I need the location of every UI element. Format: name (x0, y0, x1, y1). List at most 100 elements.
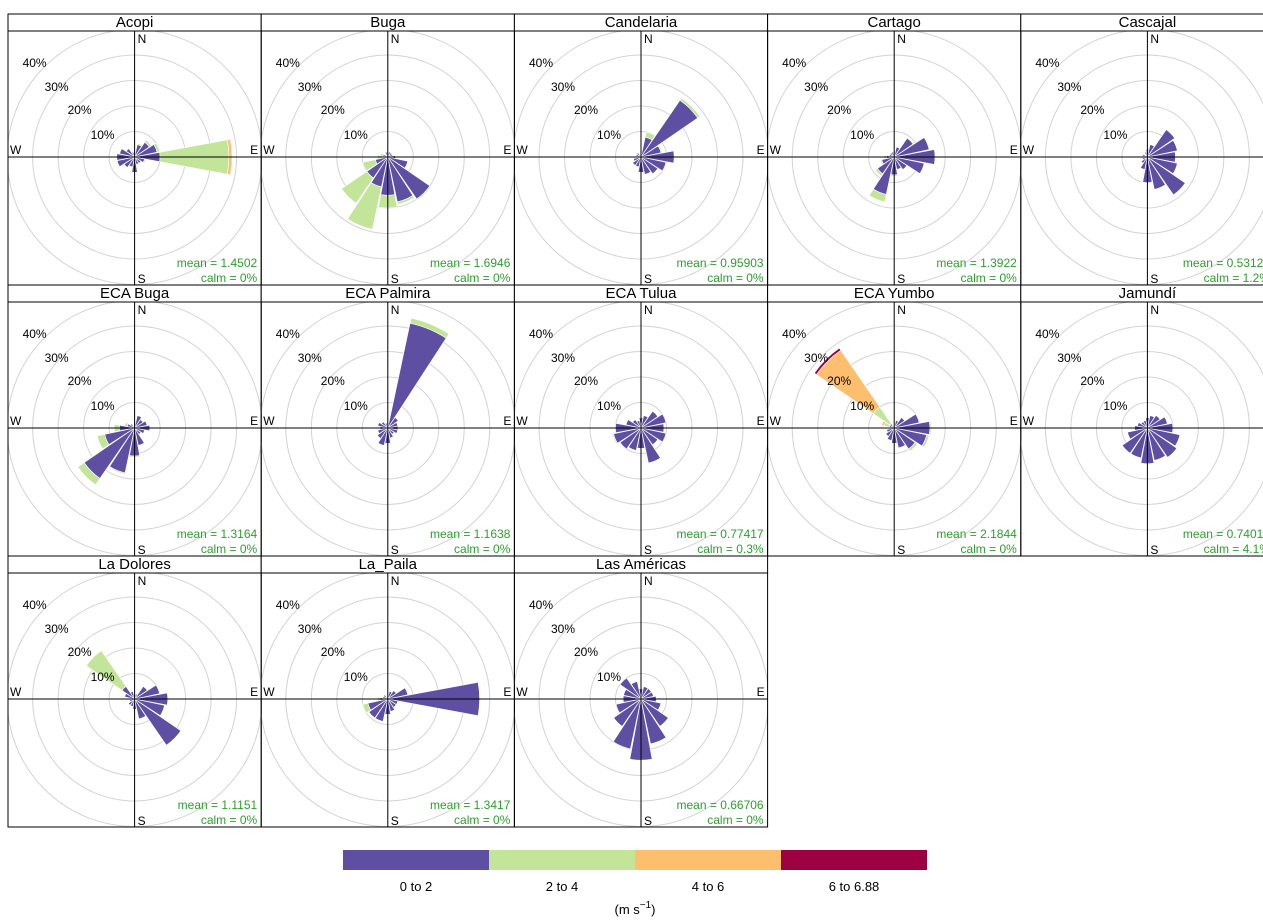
panel-title: Buga (370, 14, 406, 31)
petal-segment (144, 139, 152, 148)
cardinal-e: E (250, 414, 258, 428)
cardinal-n: N (391, 32, 400, 46)
petal-segment (153, 142, 160, 153)
petal-segment (1147, 156, 1186, 196)
ring-label: 10% (344, 670, 368, 684)
cardinal-e: E (757, 143, 765, 157)
cardinal-w: W (263, 143, 275, 157)
mean-label: mean = 1.3164 (177, 527, 258, 541)
ring-label: 40% (1035, 327, 1059, 341)
ring-label: 40% (1035, 56, 1059, 70)
petal-segment (1140, 156, 1148, 170)
panel-title: La Dolores (98, 556, 171, 573)
ring-label: 20% (68, 645, 92, 659)
petal-segment (640, 410, 659, 429)
petal-segment (124, 422, 129, 427)
petal-segment (813, 347, 842, 375)
petal-segment (108, 466, 126, 475)
petal-segment (134, 698, 182, 746)
petal-segment (640, 686, 649, 700)
ring-label: 10% (597, 399, 621, 413)
petal-segment (77, 462, 101, 486)
cardinal-w: W (770, 143, 782, 157)
legend-label: 4 to 6 (692, 879, 725, 894)
ring-label: 30% (298, 351, 322, 365)
ring-label: 30% (298, 622, 322, 636)
mean-label: mean = 0.53128 (1183, 256, 1263, 270)
cardinal-e: E (250, 685, 258, 699)
petal-segment (657, 144, 663, 154)
legend-unit: (m s−1) (614, 900, 655, 917)
petal-segment (640, 427, 667, 443)
ring-label: 40% (782, 327, 806, 341)
petal-segment (644, 131, 656, 141)
petal-segment (1130, 427, 1148, 459)
cardinal-n: N (1150, 32, 1159, 46)
ring-label: 30% (45, 622, 69, 636)
cardinal-w: W (1023, 414, 1035, 428)
petal-segment (640, 156, 652, 175)
petal-segment (893, 156, 902, 170)
petal-segment (1147, 415, 1155, 429)
petal-segment (383, 694, 389, 700)
petal-segment (640, 698, 667, 745)
ring-label: 10% (91, 399, 115, 413)
cardinal-n: N (644, 32, 653, 46)
petal-segment (116, 156, 135, 168)
cardinal-e: E (1010, 143, 1018, 157)
petal-segment (628, 427, 642, 451)
petal-segment (640, 99, 699, 158)
petal-segment (119, 148, 135, 158)
panel-title: Candelaria (605, 14, 678, 31)
calm-label: calm = 1.2% (1204, 271, 1263, 285)
ring-label: 40% (23, 56, 47, 70)
petal-segment (387, 417, 399, 429)
petal-segment (387, 156, 409, 169)
petal-segment (134, 415, 142, 429)
petal-segment (396, 195, 415, 205)
calm-label: calm = 0% (454, 542, 511, 556)
ring-label: 30% (298, 80, 322, 94)
petal-segment (921, 434, 930, 448)
cardinal-e: E (503, 143, 511, 157)
ring-label: 30% (45, 80, 69, 94)
calm-label: calm = 0% (707, 271, 764, 285)
ring-label: 10% (91, 670, 115, 684)
ring-label: 10% (597, 670, 621, 684)
petal-segment (129, 423, 135, 429)
ring-label: 40% (23, 598, 47, 612)
petal-segment (1121, 427, 1148, 454)
ring-label: 10% (850, 399, 874, 413)
petal-segment (632, 156, 642, 166)
petal-segment (1147, 129, 1176, 158)
petal-segment (134, 685, 148, 700)
petal-segment (387, 698, 396, 712)
cardinal-e: E (250, 143, 258, 157)
cardinal-w: W (516, 414, 528, 428)
petal-segment (379, 152, 384, 157)
petal-segment (886, 427, 895, 433)
petal-segment (130, 691, 135, 700)
petal-segment (611, 433, 618, 445)
panel-title: Jamundí (1119, 285, 1177, 302)
petal-segment (619, 427, 642, 450)
ring-label: 10% (91, 128, 115, 142)
petal-segment (640, 413, 667, 429)
ring-label: 20% (574, 103, 598, 117)
ring-label: 40% (529, 598, 553, 612)
calm-label: calm = 0% (201, 271, 258, 285)
petal-segment (416, 185, 432, 201)
mean-label: mean = 1.3922 (936, 256, 1017, 270)
petal-segment (362, 159, 378, 172)
cardinal-n: N (138, 303, 147, 317)
